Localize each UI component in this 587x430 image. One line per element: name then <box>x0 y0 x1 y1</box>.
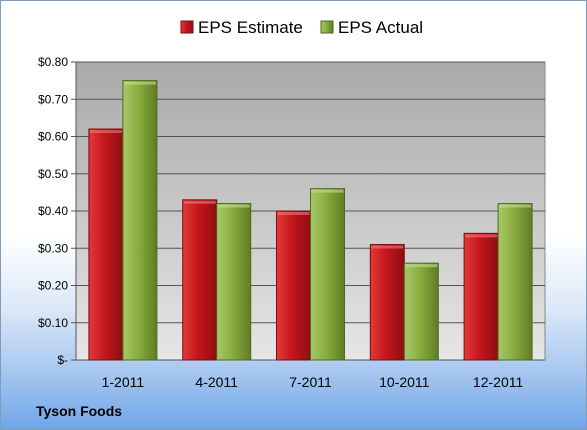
company-label: Tyson Foods <box>36 403 123 419</box>
bar-actual-1 <box>216 203 252 361</box>
y-tick-label: $0.30 <box>38 241 68 255</box>
x-tick-label: 7-2011 <box>289 374 332 390</box>
bar-cap-1-4 <box>499 204 532 208</box>
y-tick-label: $0.50 <box>38 167 68 181</box>
legend-label-0: EPS Estimate <box>198 18 303 37</box>
bar-actual-2 <box>310 188 345 361</box>
y-tick-label: $0.40 <box>38 204 68 218</box>
bar-estimate-1 <box>182 199 218 361</box>
bar-cap-0-3 <box>371 245 404 249</box>
bar-estimate-4 <box>463 232 499 361</box>
legend: EPS Estimate EPS Actual <box>180 18 423 37</box>
legend-swatch-1 <box>320 20 334 34</box>
legend-swatch-0 <box>180 20 194 34</box>
bar-cap-1-2 <box>311 189 344 193</box>
bar-cap-0-2 <box>277 212 310 215</box>
x-tick-label: 10-2011 <box>379 374 430 390</box>
y-tick-label: $0.60 <box>38 130 68 144</box>
x-tick-label: 4-2011 <box>195 374 238 390</box>
x-tick-label: 1-2011 <box>102 374 145 390</box>
bar-cap-0-4 <box>465 234 498 238</box>
legend-label-1: EPS Actual <box>338 18 423 37</box>
bar-cap-1-3 <box>405 264 438 268</box>
bar-estimate-3 <box>369 244 405 361</box>
y-tick-label: $0.10 <box>38 316 68 330</box>
bar-cap-0-0 <box>89 130 122 134</box>
bar-estimate-2 <box>276 210 311 361</box>
bar-cap-1-0 <box>123 81 156 85</box>
y-tick-label: $- <box>57 353 68 367</box>
bar-actual-0 <box>122 80 158 361</box>
bar-estimate-0 <box>88 128 124 361</box>
y-tick-label: $0.70 <box>38 92 68 106</box>
y-tick-label: $0.80 <box>38 55 68 69</box>
bar-actual-4 <box>497 203 533 361</box>
bar-actual-3 <box>403 262 439 361</box>
y-tick-label: $0.20 <box>38 279 68 293</box>
x-tick-label: 12-2011 <box>473 374 524 390</box>
bar-cap-0-1 <box>183 200 216 204</box>
bar-cap-1-1 <box>217 204 250 208</box>
